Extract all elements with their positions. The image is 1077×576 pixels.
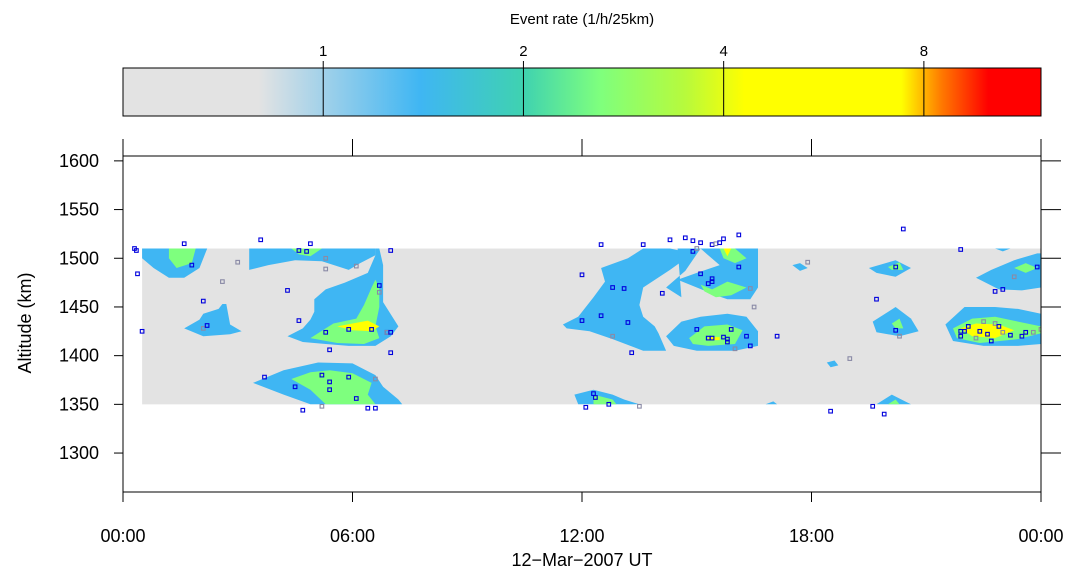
event-marker [718,241,722,245]
event-marker [584,406,588,410]
x-tick-label: 00:00 [1018,526,1063,546]
y-tick-label: 1450 [59,297,99,317]
x-tick-label: 00:00 [100,526,145,546]
event-marker [691,239,695,243]
event-marker [366,406,370,410]
event-marker [638,405,642,409]
colorbar-tick-label: 2 [519,43,527,60]
event-marker [374,406,378,410]
event-marker [684,236,688,240]
event-marker [902,227,906,231]
event-marker [320,405,324,409]
event-marker [829,409,833,413]
x-tick-label: 12:00 [559,526,604,546]
y-tick-label: 1350 [59,394,99,414]
y-tick-label: 1550 [59,200,99,220]
colorbar-label: Event rate (1/h/25km) [510,11,654,28]
y-tick-label: 1500 [59,248,99,268]
event-marker [301,408,305,412]
event-marker [259,238,263,242]
y-axis-label: Altitude (km) [15,272,35,373]
x-tick-label: 18:00 [789,526,834,546]
event-marker [710,243,714,247]
event-marker [871,405,875,409]
event-marker [182,242,186,246]
event-marker [641,243,645,247]
y-tick-label: 1400 [59,346,99,366]
event-marker [737,233,741,237]
colorbar-tick-label: 4 [719,43,727,60]
colorbar-tick-label: 1 [319,43,327,60]
y-tick-label: 1600 [59,151,99,171]
event-marker [882,412,886,416]
event-marker [714,242,718,246]
event-marker [309,242,313,246]
event-marker [136,272,140,276]
event-marker [699,241,703,245]
x-axis-label: 12−Mar−2007 UT [511,550,652,570]
colorbar-tick-label: 8 [920,43,928,60]
event-marker [668,238,672,242]
event-marker [722,237,726,241]
x-tick-label: 06:00 [330,526,375,546]
event-marker [599,243,603,247]
y-tick-label: 1300 [59,443,99,463]
event-marker [140,330,144,334]
heatmap-layer [133,227,1043,416]
colorbar [123,68,1041,116]
